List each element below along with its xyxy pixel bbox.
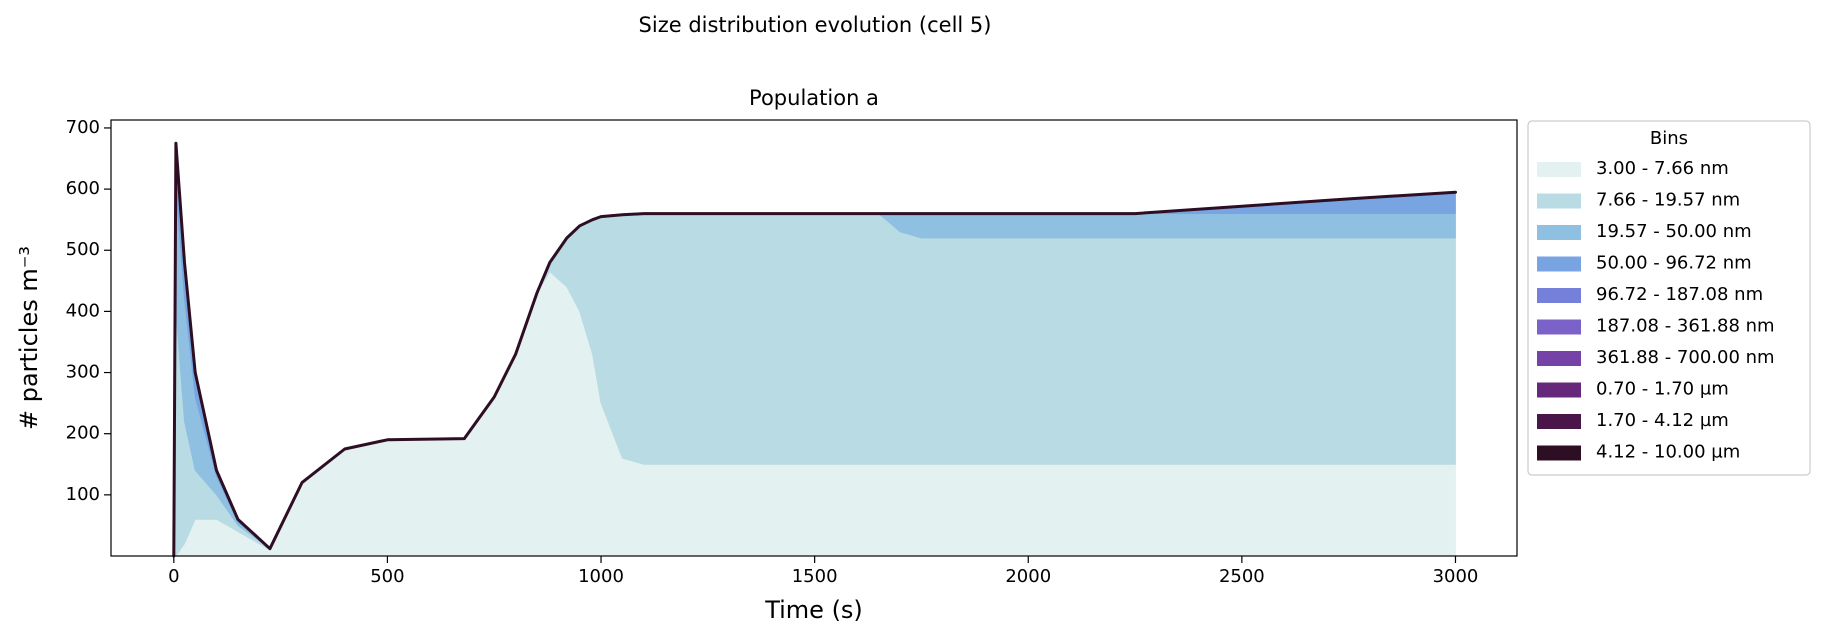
legend-swatch [1537, 225, 1581, 240]
y-tick-label: 200 [66, 423, 100, 444]
chart-subtitle: Population a [749, 86, 879, 110]
legend-label: 1.70 - 4.12 µm [1596, 410, 1729, 431]
legend-swatch [1537, 382, 1581, 398]
x-tick-label: 2500 [1219, 566, 1265, 587]
legend-label: 96.72 - 187.08 nm [1596, 284, 1763, 305]
y-tick-label: 400 [66, 300, 100, 321]
x-tick-label: 1000 [578, 566, 624, 587]
legend-label: 7.66 - 19.57 nm [1596, 190, 1740, 211]
y-tick-label: 100 [66, 484, 100, 505]
x-tick-label: 0 [168, 566, 179, 587]
legend-swatch [1537, 162, 1581, 177]
y-tick-label: 700 [66, 117, 100, 138]
legend-swatch [1537, 445, 1581, 461]
x-tick-label: 500 [370, 566, 404, 587]
plot-frame [110, 119, 1518, 557]
area [172, 141, 1457, 558]
y-tick-label: 300 [66, 362, 100, 383]
legend-swatch [1537, 351, 1581, 366]
x-tick-label: 3000 [1433, 566, 1479, 587]
x-axis-label: Time (s) [764, 596, 863, 624]
legend-label: 361.88 - 700.00 nm [1596, 347, 1775, 368]
legend-label: 0.70 - 1.70 µm [1596, 379, 1729, 400]
legend-swatch [1537, 319, 1581, 335]
legend-label: 50.00 - 96.72 nm [1596, 253, 1752, 274]
legend-title: Bins [1650, 128, 1688, 149]
legend-label: 4.12 - 10.00 µm [1596, 442, 1740, 463]
legend-swatch [1537, 256, 1581, 272]
legend-label: 3.00 - 7.66 nm [1596, 158, 1729, 179]
legend-swatch [1537, 288, 1581, 303]
legend-label: 187.08 - 361.88 nm [1596, 316, 1775, 337]
legend-box [1527, 120, 1811, 476]
legend-swatch [1537, 414, 1581, 429]
y-tick-label: 600 [66, 178, 100, 199]
chart-title: Size distribution evolution (cell 5) [639, 13, 992, 37]
legend-swatch [1537, 193, 1581, 209]
legend-label: 19.57 - 50.00 nm [1596, 221, 1752, 242]
x-tick-label: 2000 [1005, 566, 1051, 587]
y-axis-label: # particles m⁻³ [15, 246, 43, 430]
x-tick-label: 1500 [792, 566, 838, 587]
plot-area [172, 141, 1457, 558]
y-tick-label: 500 [66, 239, 100, 260]
